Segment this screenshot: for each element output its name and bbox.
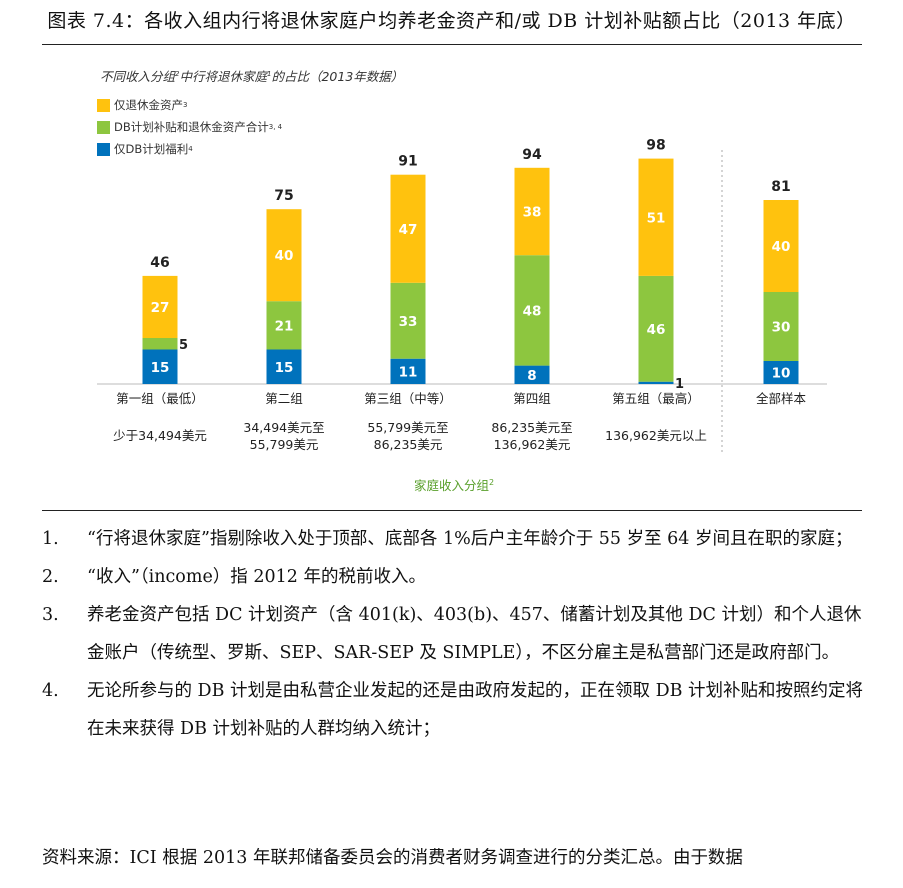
total-label: 46: [150, 255, 169, 271]
data-label: 33: [399, 314, 418, 330]
data-label: 21: [275, 318, 294, 334]
bar-segment: [763, 361, 799, 384]
legend-swatch-blue: [97, 142, 110, 156]
category-label: 第一组（最低）: [116, 391, 204, 406]
data-label: 40: [275, 248, 294, 264]
title-underline: [42, 44, 862, 45]
footnote-2: 2. “收入”（income）指 2012 年的税前收入。: [42, 567, 426, 587]
data-label: 30: [772, 320, 791, 336]
data-label: 5: [179, 338, 188, 353]
income-range-label: 55,799美元: [250, 437, 319, 452]
income-range-label: 34,494美元至: [243, 420, 324, 435]
footnote-1: 1. “行将退休家庭”指剔除收入处于顶部、底部各 1%后户主年龄介于 55 岁至 …: [42, 529, 853, 549]
legend-swatch-green: [97, 120, 110, 134]
total-label: 75: [274, 188, 293, 204]
total-label: 81: [771, 179, 790, 195]
data-label: 27: [151, 300, 170, 316]
data-label: 15: [151, 360, 170, 376]
bar-segment: [142, 338, 178, 350]
income-range-label: 136,962美元以上: [605, 428, 707, 443]
bar-segment: [638, 381, 674, 384]
bar-segment: [142, 349, 178, 384]
data-label: 8: [527, 368, 536, 384]
figure-title: 图表 7.4：各收入组内行将退休家庭户均养老金资产和/或 DB 计划补贴额占比（…: [47, 10, 856, 32]
bar-segment: [514, 255, 550, 366]
stacked-bar-chart: 15 5 27 46 第一组（最低） 少于34,494美元 15 21 40 75 第二组 34,49…: [97, 138, 827, 493]
bar-segment: [266, 349, 302, 384]
bar-segment: [763, 292, 799, 361]
source-note: 资料来源：ICI 根据 2013 年联邦储备委员会的消费者财务调查进行的分类汇总…: [42, 848, 743, 868]
income-range-label: 136,962美元: [494, 437, 571, 452]
data-label: 15: [275, 360, 294, 376]
data-label: 10: [772, 366, 791, 382]
total-label: 91: [398, 154, 417, 170]
footnote-4: 4. 无论所参与的 DB 计划是由私营企业发起的还是由政府发起的，正在领取 DB …: [42, 681, 864, 739]
income-range-label: 86,235美元: [374, 437, 443, 452]
data-label: 47: [399, 222, 418, 238]
data-label: 46: [647, 322, 666, 338]
bar-segment: [266, 301, 302, 350]
chart-subtitle: 不同收入分组2中行将退休家庭1的占比（2013年数据）: [100, 69, 404, 84]
legend-swatch-yellow: [97, 98, 110, 112]
chart-bottom-rule: [42, 510, 862, 511]
data-label: 11: [399, 364, 418, 380]
total-label: 98: [646, 138, 665, 154]
footnotes: 1. “行将退休家庭”指剔除收入处于顶部、底部各 1%后户主年龄介于 55 岁至 …: [42, 520, 877, 748]
legend-item-db-and-assets: DB计划补贴和退休金资产合计 3, 4: [97, 119, 282, 135]
footnote-3: 3. 养老金资产包括 DC 计划资产（含 401(k)、403(b)、457、储蓄…: [42, 605, 862, 663]
bar-segment: [763, 200, 799, 292]
x-axis-title: 家庭收入分组2: [414, 478, 494, 493]
income-range-label: 少于34,494美元: [113, 428, 207, 443]
bar-segment: [390, 282, 426, 359]
bar-segment: [638, 158, 674, 276]
total-label: 94: [522, 147, 542, 163]
income-range-label: 86,235美元至: [491, 420, 572, 435]
bar-segment: [390, 174, 426, 283]
legend-item-retirement-assets: 仅退休金资产 3: [97, 97, 187, 113]
data-label: 40: [772, 239, 791, 255]
data-label: 1: [675, 377, 684, 392]
category-label: 第五组（最高）: [612, 391, 700, 406]
bar-segment: [514, 167, 550, 256]
bar-segment: [266, 209, 302, 302]
category-label: 第三组（中等）: [364, 391, 452, 406]
income-range-label: 55,799美元至: [367, 420, 448, 435]
data-label: 48: [523, 303, 542, 319]
legend-item-db-only: 仅DB计划福利 4: [97, 141, 193, 157]
category-label: 全部样本: [756, 391, 807, 406]
bar-segment: [514, 365, 550, 384]
category-label: 第四组: [513, 391, 551, 406]
category-label: 第二组: [265, 391, 303, 406]
bar-segment: [390, 358, 426, 384]
bar-segment: [142, 275, 178, 338]
bar-segment: [638, 275, 674, 382]
data-label: 38: [523, 205, 542, 221]
data-label: 51: [647, 210, 666, 226]
